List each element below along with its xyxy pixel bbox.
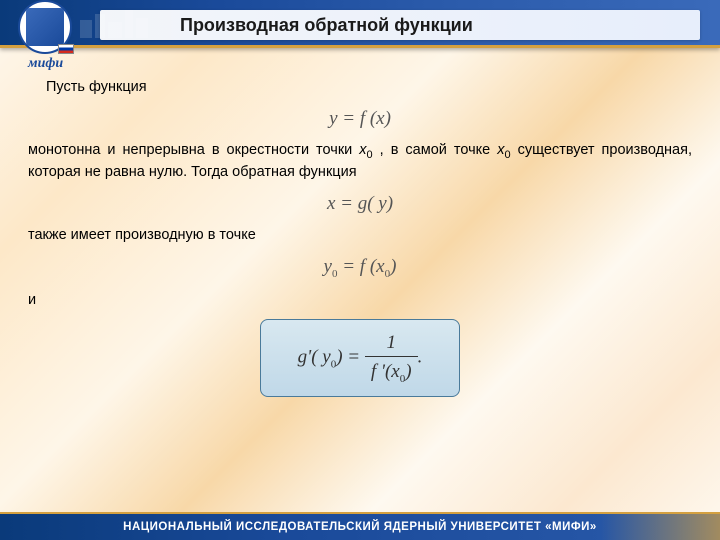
formula-3: y0 = f (x0) [28,254,692,282]
paragraph-1: Пусть функция [28,78,692,98]
bottom-banner: НАЦИОНАЛЬНЫЙ ИССЛЕДОВАТЕЛЬСКИЙ ЯДЕРНЫЙ У… [0,512,720,540]
formula-1: y = f (x) [28,106,692,132]
paragraph-3: также имеет производную в точке [28,226,692,246]
formula-box: g'( y0) = 1 f '(x0) . [260,319,460,397]
formula-1-text: y = f (x) [329,108,391,129]
slide-title: Производная обратной функции [100,10,700,40]
paragraph-4: и [28,291,692,311]
paragraph-2: монотонна и непрерывна в окрестности точ… [28,141,692,182]
fraction: 1 f '(x0) [365,330,418,386]
russia-flag-icon [58,44,74,54]
logo-text: мифи [28,56,63,72]
slide-content: Пусть функция y = f (x) монотонна и непр… [0,48,720,397]
top-banner: Производная обратной функции [0,0,720,48]
formula-2: x = g( y) [28,191,692,217]
university-logo [18,0,72,54]
footer-text: НАЦИОНАЛЬНЫЙ ИССЛЕДОВАТЕЛЬСКИЙ ЯДЕРНЫЙ У… [123,521,597,533]
